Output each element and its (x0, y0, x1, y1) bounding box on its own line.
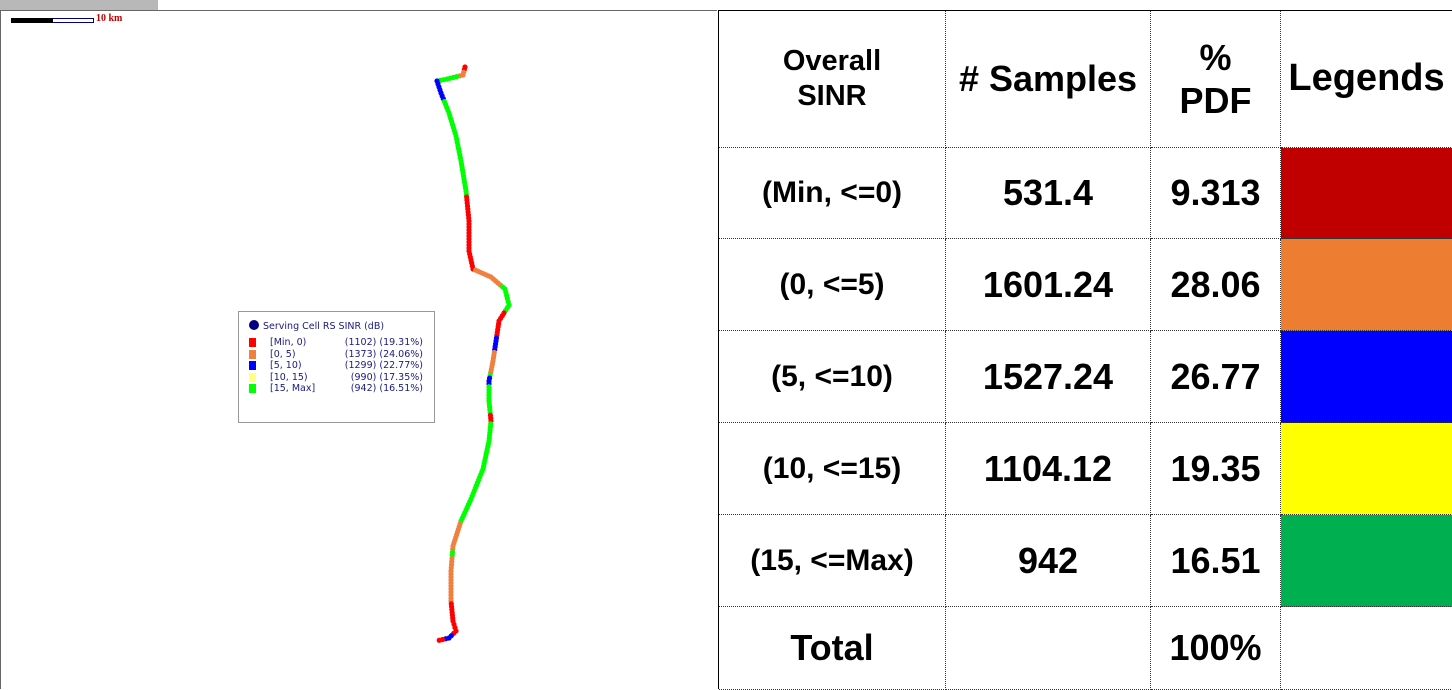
map-legend: Serving Cell RS SINR (dB) [Min, 0) (1102)… (238, 311, 435, 423)
header-cell: Legends (1281, 11, 1452, 148)
legend-entry: [15, Max] (942) (16.51%) (249, 383, 429, 395)
legend-swatch (249, 384, 256, 393)
legend-count: (1373) (24.06%) (344, 348, 423, 360)
pdf-cell: 26.77 (1151, 331, 1281, 423)
legend-count: (1102) (19.31%) (344, 337, 423, 348)
legend-color-cell (1281, 148, 1452, 239)
samples-cell: 1104.12 (946, 423, 1151, 515)
legend-color-cell (1281, 239, 1452, 331)
legend-symbol (249, 320, 259, 330)
scale-graphic (11, 18, 94, 23)
legend-range: [0, 5) (270, 348, 296, 360)
range-cell: (15, <=Max) (719, 515, 946, 607)
legend-range: [Min, 0) (270, 337, 307, 348)
tab (0, 0, 158, 10)
legend-range: [5, 10) (270, 360, 302, 371)
pdf-cell: 9.313 (1151, 148, 1281, 239)
pdf-cell: 19.35 (1151, 423, 1281, 515)
legend-swatch (249, 372, 256, 382)
samples-cell: 1527.24 (946, 331, 1151, 423)
legend-title: Serving Cell RS SINR (dB) (263, 321, 385, 332)
legend-entry: [5, 10) (1299) (22.77%) (249, 360, 429, 372)
scale-label: 10 km (96, 13, 123, 24)
legend-entry: [10, 15) (990) (17.35%) (249, 372, 429, 384)
total-pdf: 100% (1151, 607, 1281, 690)
samples-cell: 1601.24 (946, 239, 1151, 331)
pdf-cell: 28.06 (1151, 239, 1281, 331)
total-legend-empty (1281, 607, 1452, 690)
samples-cell: 531.4 (946, 148, 1151, 239)
legend-entry: [Min, 0) (1102) (19.31%) (249, 337, 429, 349)
legend-count: (942) (16.51%) (350, 383, 423, 394)
legend-range: [10, 15) (270, 371, 308, 383)
map: 10 km Serving Cell RS SINR (dB) [Min, 0)… (0, 10, 717, 689)
range-cell: (5, <=10) (719, 331, 946, 423)
legend-color-cell (1281, 331, 1452, 423)
header-cell: % PDF (1151, 11, 1281, 148)
header-cell: # Samples (946, 11, 1151, 148)
range-cell: (10, <=15) (719, 423, 946, 515)
sinr-table: Overall SINR # Samples% PDF Legends (Min, <… (718, 10, 1452, 690)
legend-swatch (249, 349, 256, 359)
total-empty (946, 607, 1151, 690)
legend-color-cell (1281, 515, 1452, 607)
route-layer (434, 64, 512, 643)
legend-count: (1299) (22.77%) (344, 360, 423, 371)
legend-count: (990) (17.35%) (350, 371, 423, 383)
legend-entry: [0, 5) (1373) (24.06%) (249, 349, 429, 361)
range-cell: (0, <=5) (719, 239, 946, 331)
legend-color-cell (1281, 423, 1452, 515)
pdf-cell: 16.51 (1151, 515, 1281, 607)
samples-cell: 942 (946, 515, 1151, 607)
legend-swatch (249, 361, 256, 370)
range-cell: (Min, <=0) (719, 148, 946, 239)
total-label: Total (719, 607, 946, 690)
legend-title-row: Serving Cell RS SINR (dB) (249, 320, 384, 332)
legend-range: [15, Max] (270, 383, 316, 394)
header-cell: Overall SINR (719, 11, 946, 148)
legend-swatch (249, 338, 256, 347)
route-sample (436, 637, 442, 643)
